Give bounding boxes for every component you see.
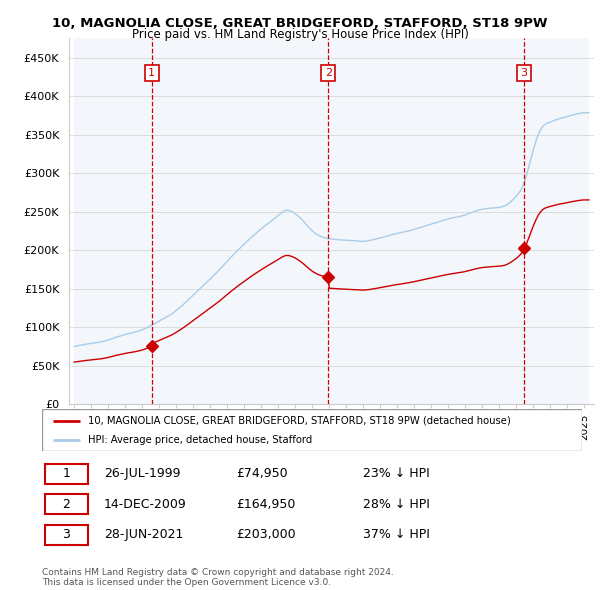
- Text: 10, MAGNOLIA CLOSE, GREAT BRIDGEFORD, STAFFORD, ST18 9PW: 10, MAGNOLIA CLOSE, GREAT BRIDGEFORD, ST…: [52, 17, 548, 30]
- Text: 10, MAGNOLIA CLOSE, GREAT BRIDGEFORD, STAFFORD, ST18 9PW (detached house): 10, MAGNOLIA CLOSE, GREAT BRIDGEFORD, ST…: [88, 416, 511, 426]
- Text: 37% ↓ HPI: 37% ↓ HPI: [364, 528, 430, 541]
- Text: 28-JUN-2021: 28-JUN-2021: [104, 528, 184, 541]
- Text: 14-DEC-2009: 14-DEC-2009: [104, 497, 187, 511]
- Text: 1: 1: [62, 467, 70, 480]
- Bar: [328, 38, 524, 404]
- Text: Price paid vs. HM Land Registry's House Price Index (HPI): Price paid vs. HM Land Registry's House …: [131, 28, 469, 41]
- Text: 3: 3: [62, 528, 70, 541]
- Text: 26-JUL-1999: 26-JUL-1999: [104, 467, 181, 480]
- Text: 23% ↓ HPI: 23% ↓ HPI: [364, 467, 430, 480]
- Bar: [524, 38, 589, 404]
- Text: £74,950: £74,950: [236, 467, 288, 480]
- Text: £203,000: £203,000: [236, 528, 296, 541]
- Bar: [45, 525, 88, 545]
- Bar: [45, 464, 88, 484]
- Text: £164,950: £164,950: [236, 497, 296, 511]
- Text: 2: 2: [62, 497, 70, 511]
- Bar: [152, 38, 328, 404]
- Text: Contains HM Land Registry data © Crown copyright and database right 2024.
This d: Contains HM Land Registry data © Crown c…: [42, 568, 394, 587]
- Text: 1: 1: [148, 68, 155, 78]
- Text: 3: 3: [521, 68, 527, 78]
- Text: 28% ↓ HPI: 28% ↓ HPI: [364, 497, 430, 511]
- Bar: [74, 38, 152, 404]
- Text: HPI: Average price, detached house, Stafford: HPI: Average price, detached house, Staf…: [88, 435, 312, 445]
- Text: 2: 2: [325, 68, 332, 78]
- Bar: [45, 494, 88, 514]
